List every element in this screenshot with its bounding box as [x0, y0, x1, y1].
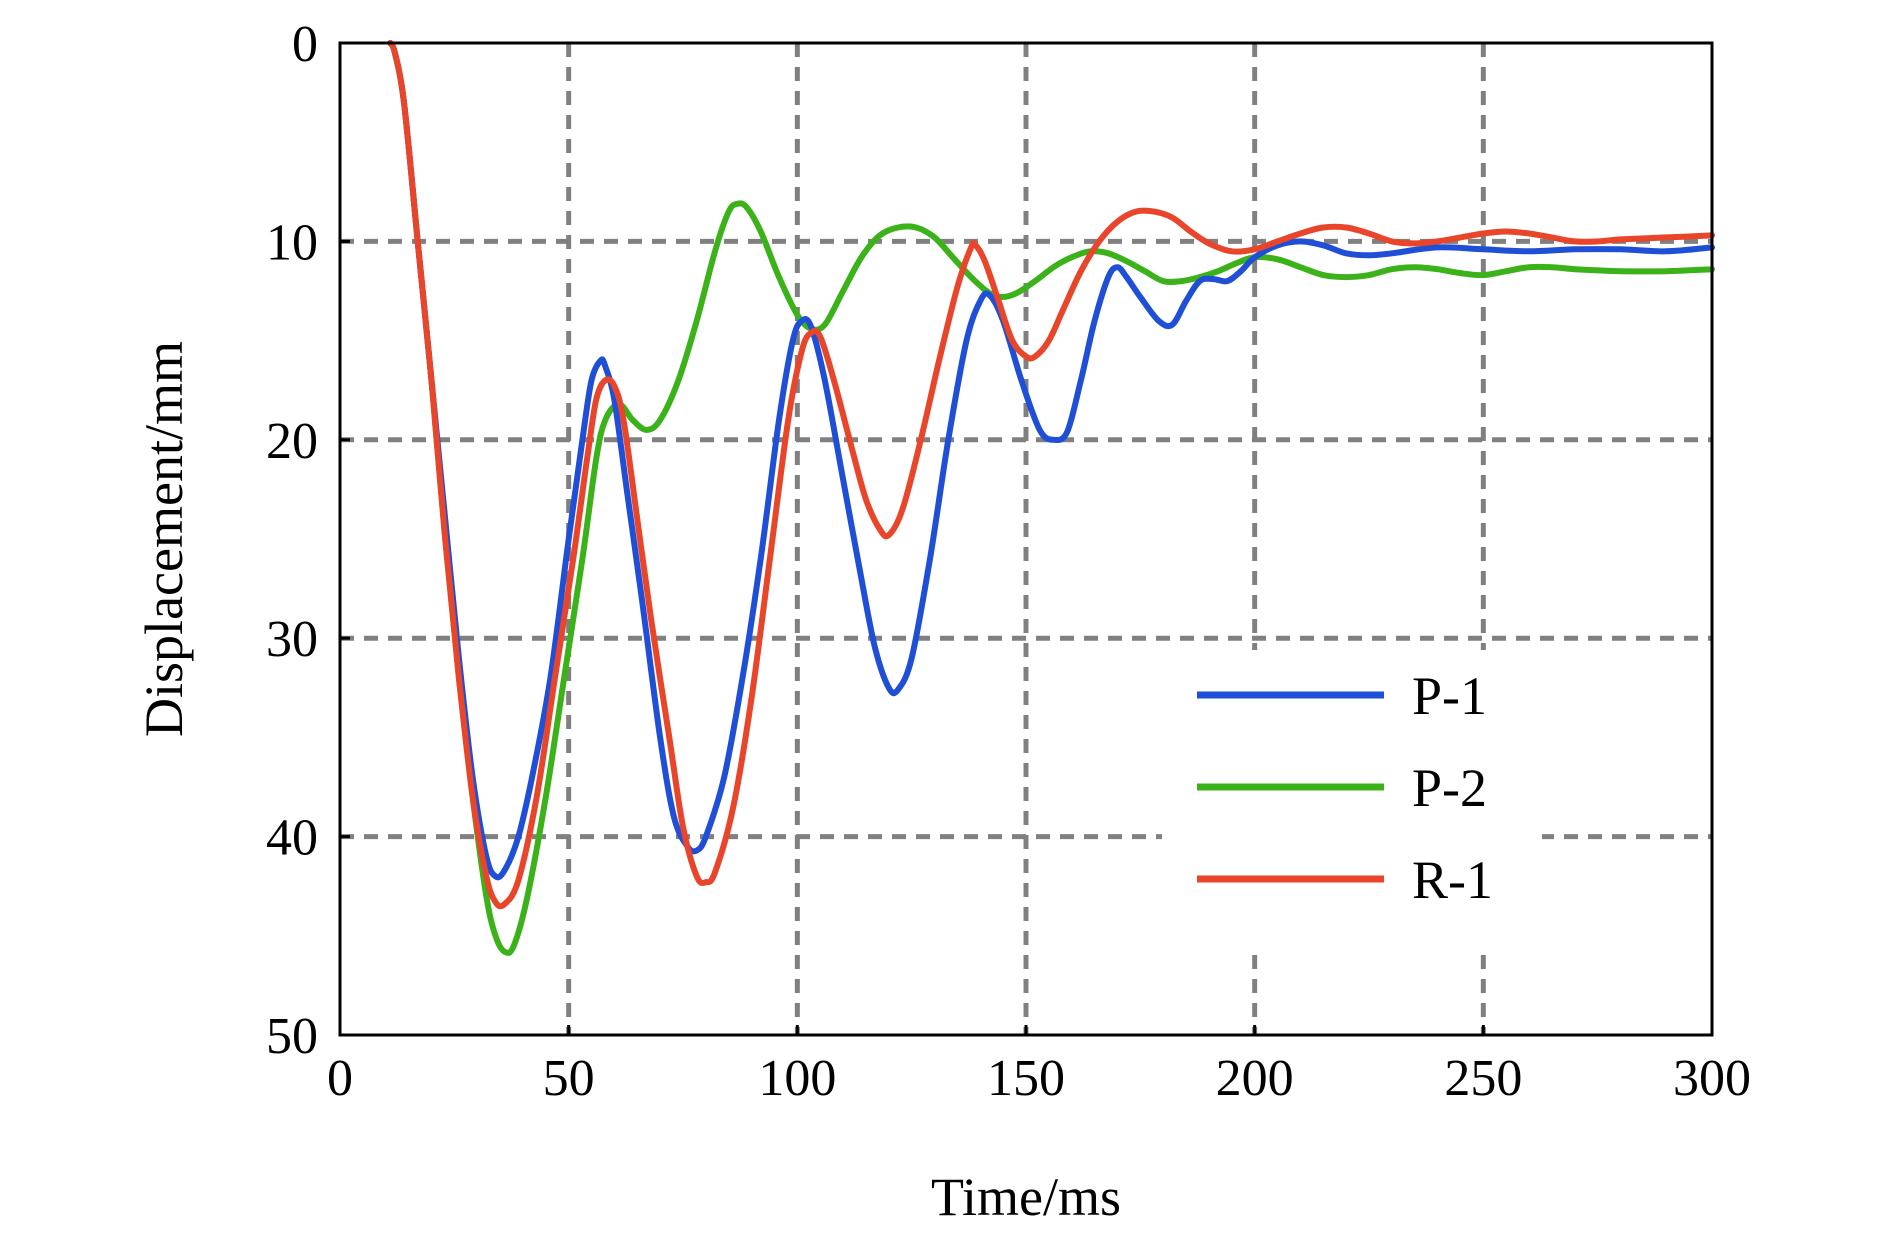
- legend-label-r-1: R-1: [1412, 850, 1493, 910]
- x-tick-label-100: 100: [758, 1050, 836, 1107]
- y-tick-label-20: 20: [266, 413, 318, 470]
- legend: P-1 P-2 R-1: [1197, 666, 1493, 910]
- x-tick-label-0: 0: [327, 1050, 353, 1107]
- series-lines: [387, 40, 1715, 956]
- y-tick-label-50: 50: [266, 1008, 318, 1065]
- axis-ticks: [338, 41, 1714, 1037]
- x-tick-label-150: 150: [987, 1050, 1065, 1107]
- y-tick-label-0: 0: [292, 16, 318, 73]
- legend-label-p-1: P-1: [1412, 666, 1487, 726]
- x-axis-label: Time/ms: [931, 1167, 1121, 1227]
- y-tick-label-30: 30: [266, 611, 318, 668]
- x-tick-label-250: 250: [1444, 1050, 1522, 1107]
- y-tick-label-10: 10: [266, 214, 318, 271]
- y-tick-label-40: 40: [266, 810, 318, 867]
- series-line-p-2: [387, 40, 1715, 956]
- legend-box: [1162, 650, 1542, 946]
- x-tick-label-50: 50: [543, 1050, 595, 1107]
- x-tick-label-300: 300: [1673, 1050, 1751, 1107]
- y-axis-label: Displacement/mm: [134, 341, 194, 737]
- series-line-r-1: [387, 40, 1715, 910]
- y-tick-labels: 0 10 20 30 40 50: [266, 16, 318, 1065]
- legend-label-p-2: P-2: [1412, 758, 1487, 818]
- series-line-p-1: [387, 40, 1715, 881]
- legend-background: [1162, 650, 1542, 946]
- x-tick-labels: 0 50 100 150 200 250 300: [327, 1050, 1751, 1107]
- x-tick-label-200: 200: [1216, 1050, 1294, 1107]
